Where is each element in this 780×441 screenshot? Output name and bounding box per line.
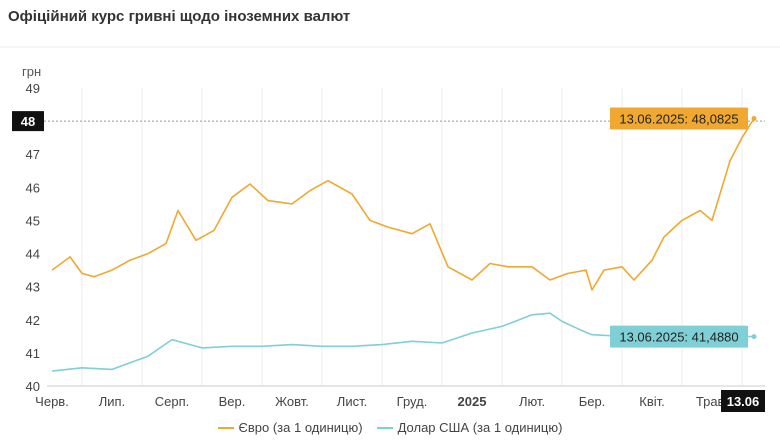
x-tick-label: Жовт.	[275, 394, 309, 409]
y-tick-label: 48	[21, 114, 35, 129]
y-tick-label: 42	[26, 313, 40, 328]
x-tick-label: Бер.	[579, 394, 606, 409]
chart-title: Офіційний курс гривні щодо іноземних вал…	[8, 8, 351, 25]
y-tick-label: 44	[26, 247, 40, 262]
y-tick-label: 49	[26, 81, 40, 96]
x-tick-label: Лют.	[519, 394, 545, 409]
end-label-layer: 13.06.2025: 48,0825 13.06.2025: 41,4880	[610, 107, 757, 348]
end-value-box	[610, 107, 748, 130]
y-axis-label: грн	[22, 64, 41, 79]
legend-item-usd[interactable]: Долар США (за 1 одиницю)	[376, 420, 563, 435]
y-tick-highlight-box	[12, 111, 44, 132]
end-value-label: 13.06.2025: 41,4880	[619, 330, 738, 345]
x-tick-label: Трав.	[696, 394, 728, 409]
legend-label-usd: Долар США (за 1 одиницю)	[397, 420, 563, 435]
x-end-label-box	[721, 390, 765, 412]
legend-swatch-usd	[376, 426, 393, 429]
y-tick-label: 41	[26, 346, 40, 361]
x-tick-label: Черв.	[35, 394, 69, 409]
x-tick-label: Груд.	[397, 394, 428, 409]
end-point-marker	[751, 115, 757, 121]
legend-swatch-euro	[217, 426, 234, 429]
y-tick-label: 47	[26, 147, 40, 162]
end-point-marker	[751, 334, 757, 340]
y-axis: грн 40 41 42 43 44 45 46 47 48 49	[12, 64, 44, 394]
legend: Євро (за 1 одиницю) Долар США (за 1 один…	[0, 420, 780, 435]
end-value-label: 13.06.2025: 48,0825	[619, 111, 738, 126]
y-tick-label: 43	[26, 280, 40, 295]
y-tick-label: 45	[26, 213, 40, 228]
x-tick-label: Серп.	[155, 394, 190, 409]
y-tick-label: 40	[26, 379, 40, 394]
x-tick-label: Квіт.	[639, 394, 665, 409]
x-axis: Черв. Лип. Серп. Вер. Жовт. Лист. Груд. 2025 Лют…	[35, 385, 765, 412]
legend-label-euro: Євро (за 1 одиницю)	[238, 420, 363, 435]
end-value-box	[610, 325, 748, 348]
series-line-euro	[51, 118, 755, 291]
x-tick-label: 2025	[458, 394, 487, 409]
x-tick-label: Лист.	[337, 394, 367, 409]
x-tick-label: Вер.	[219, 394, 246, 409]
legend-item-euro[interactable]: Євро (за 1 одиницю)	[217, 420, 363, 435]
x-end-label: 13.06	[727, 394, 760, 409]
x-tick-label: Лип.	[99, 394, 125, 409]
y-tick-label: 46	[26, 180, 40, 195]
